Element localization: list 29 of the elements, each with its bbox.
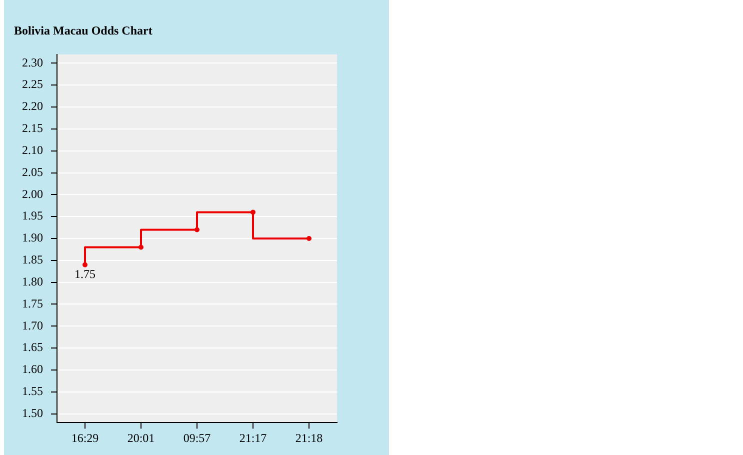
y-tick-label: 2.00	[22, 186, 43, 201]
y-tick-label: 1.70	[22, 318, 43, 332]
y-tick-label: 2.05	[22, 164, 43, 179]
y-tick-label: 1.55	[22, 384, 43, 398]
y-tick-label: 2.30	[22, 55, 43, 70]
y-tick-label: 1.80	[22, 274, 43, 288]
y-tick-label: 1.85	[22, 252, 43, 267]
annotation: 1.75	[74, 266, 96, 281]
y-tick-label: 2.25	[22, 77, 43, 92]
y-tick-label: 1.95	[22, 208, 43, 223]
y-tick-label: 2.10	[22, 142, 43, 157]
y-tick-label: 1.50	[22, 406, 43, 420]
point	[82, 262, 88, 268]
x-tick-label: 09:57	[183, 430, 211, 445]
point	[194, 227, 200, 232]
y-tick-label: 1.60	[22, 362, 43, 376]
y-tick-label: 1.65	[22, 340, 43, 354]
x-tick-label: 16:29	[71, 430, 99, 445]
point	[138, 244, 144, 250]
point	[250, 210, 256, 215]
x-tick-label: 21:18	[295, 430, 323, 445]
y-tick-label: 2.20	[22, 99, 43, 114]
x-tick-label: 20:01	[127, 430, 155, 445]
chart-title: Bolivia Macau Odds Chart	[14, 23, 152, 38]
y-tick-label: 1.75	[22, 296, 43, 310]
x-tick-label: 21:17	[239, 430, 267, 445]
point	[306, 236, 312, 241]
y-tick-label: 1.90	[22, 230, 43, 245]
y-tick-label: 2.15	[22, 121, 43, 136]
